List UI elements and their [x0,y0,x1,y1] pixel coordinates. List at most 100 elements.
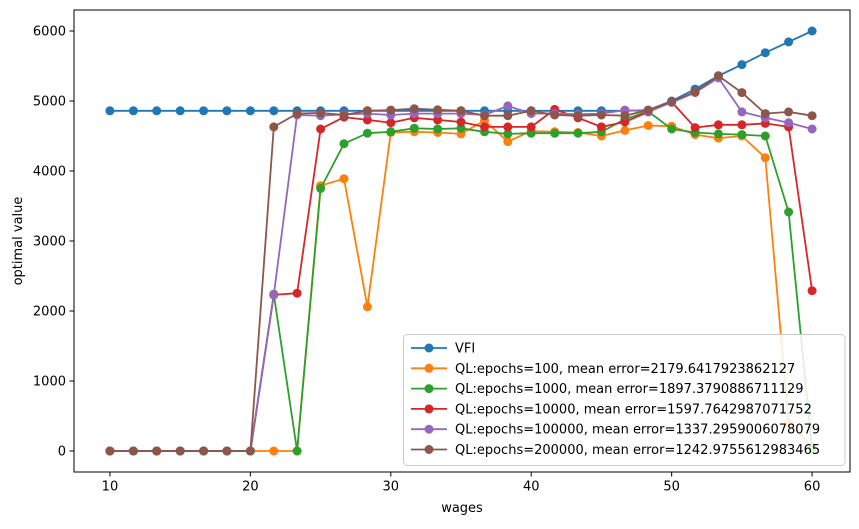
legend-label: QL:epochs=1000, mean error=1897.37908867… [455,382,804,397]
data-point-marker [737,60,747,70]
x-tick-label: 50 [663,480,680,495]
legend-marker [424,363,434,373]
x-axis-label: wages [441,501,483,516]
data-point-marker [503,129,513,139]
data-point-marker [807,286,817,296]
legend-marker [424,384,434,394]
data-point-marker [456,117,466,127]
y-tick-label: 3000 [33,235,66,250]
data-point-marker [386,105,396,115]
data-point-marker [550,110,560,120]
legend: VFI QL:epochs=100, mean error=2179.641792… [403,334,846,466]
data-point-marker [737,107,747,117]
data-point-marker [737,120,747,130]
data-series [105,26,817,456]
data-point-marker [620,117,630,127]
data-point-marker [292,109,302,119]
x-tick-label: 20 [242,480,259,495]
data-point-marker [503,111,513,121]
data-point-marker [222,446,232,456]
data-point-marker [152,106,162,116]
data-point-marker [643,105,653,115]
data-point-marker [269,446,279,456]
data-point-marker [667,124,677,134]
data-point-marker [362,106,372,116]
data-point-marker [386,118,396,128]
legend-item-5: QL:epochs=200000, mean error=1242.975561… [411,443,820,458]
data-point-marker [128,106,138,116]
data-point-marker [362,128,372,138]
y-tick-label: 4000 [33,165,66,180]
data-point-marker [760,131,770,141]
x-tick-label: 30 [383,480,400,495]
data-point-marker [690,87,700,97]
data-point-marker [245,446,255,456]
data-point-marker [409,123,419,133]
legend-item-0: VFI [411,342,475,357]
data-point-marker [784,107,794,117]
data-point-marker [737,88,747,98]
data-point-marker [456,123,466,133]
data-point-marker [245,106,255,116]
data-point-marker [316,184,326,193]
legend-item-1: QL:epochs=100, mean error=2179.641792386… [411,362,795,377]
data-point-marker [362,115,372,125]
data-point-marker [339,174,349,184]
data-point-marker [526,122,536,132]
data-point-marker [386,127,396,137]
data-point-marker [269,122,279,132]
data-point-marker [316,108,326,118]
legend-label: QL:epochs=10000, mean error=1597.7642987… [455,402,812,417]
data-point-marker [573,111,583,121]
data-point-marker [643,121,653,130]
legend-item-4: QL:epochs=100000, mean error=1337.295900… [411,423,820,438]
data-point-marker [339,139,349,149]
data-point-marker [433,115,443,125]
y-tick-label: 5000 [33,95,66,110]
data-point-marker [784,37,794,47]
data-point-marker [409,104,419,114]
data-point-marker [690,123,700,133]
data-point-marker [503,137,513,147]
data-point-marker [526,106,536,116]
y-tick-label: 6000 [33,25,66,40]
legend-label: QL:epochs=100, mean error=2179.641792386… [455,362,795,377]
data-point-marker [362,302,372,312]
x-tick-label: 40 [523,480,540,495]
data-point-marker [596,122,606,132]
data-point-marker [760,153,770,163]
data-point-marker [105,446,115,456]
y-axis-label: optimal value [11,197,26,286]
data-point-marker [152,446,162,456]
data-point-marker [433,105,443,115]
legend-label: QL:epochs=100000, mean error=1337.295900… [455,423,820,438]
data-point-marker [667,97,677,107]
legend-item-3: QL:epochs=10000, mean error=1597.7642987… [411,402,812,417]
data-point-marker [713,120,723,130]
data-point-marker [620,125,630,135]
data-point-marker [807,124,817,134]
data-point-marker [807,26,817,36]
data-point-marker [573,128,583,138]
legend-label: VFI [455,342,475,357]
data-point-marker [433,124,443,134]
data-point-marker [620,111,630,121]
data-point-marker [807,111,817,121]
legend-marker [424,445,434,454]
series-5-line [105,71,817,456]
data-point-marker [550,128,560,138]
y-tick-label: 2000 [33,305,66,320]
y-tick-label: 1000 [33,375,66,390]
data-point-marker [456,106,466,116]
data-point-marker [737,130,747,140]
y-tick-label: 0 [58,445,66,460]
data-point-marker [128,446,138,456]
x-tick-label: 10 [102,480,119,495]
data-point-marker [503,101,513,111]
data-point-marker [713,129,723,139]
data-point-marker [784,207,794,217]
data-point-marker [199,106,209,116]
legend-box [403,334,846,466]
